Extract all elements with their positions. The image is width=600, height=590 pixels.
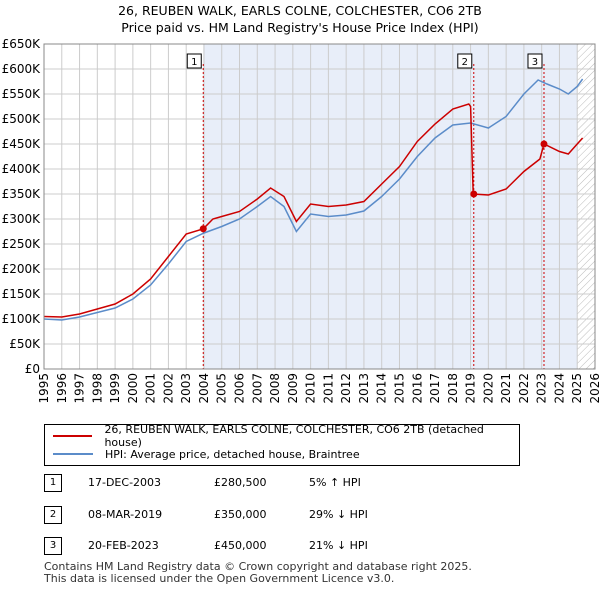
x-tick-label: 2023 [535, 373, 549, 404]
y-tick-label: £100K [2, 312, 42, 326]
legend-label-property: 26, REUBEN WALK, EARLS COLNE, COLCHESTER… [104, 423, 484, 449]
property-price-line [43, 103, 584, 318]
x-tick-label: 2009 [286, 373, 300, 404]
x-tick-label: 2015 [392, 373, 406, 404]
plot-frame [43, 43, 596, 370]
x-tick-label: 2012 [339, 373, 353, 404]
y-tick-label: £450K [2, 137, 42, 151]
y-tick-label: £150K [2, 287, 42, 301]
x-tick-label: 1999 [108, 373, 122, 404]
transaction-date: 20-FEB-2023 [88, 539, 159, 552]
sale-number-label: 3 [532, 57, 538, 68]
x-tick-label: 2008 [268, 373, 282, 404]
x-tick-label: 2016 [410, 373, 424, 404]
y-tick-label: £300K [2, 212, 42, 226]
transaction-hpi: 29% ↓ HPI [309, 508, 368, 521]
transaction-hpi: 21% ↓ HPI [309, 539, 368, 552]
x-tick-label: 2007 [250, 373, 264, 404]
x-tick-label: 2011 [321, 373, 335, 404]
x-tick-label: 1998 [90, 373, 104, 404]
chart-subtitle: Price paid vs. HM Land Registry's House … [121, 20, 479, 35]
sale-point [199, 225, 207, 233]
x-tick-label: 2022 [517, 373, 531, 404]
x-tick-label: 2017 [428, 373, 442, 404]
forecast-hatch [577, 44, 595, 369]
x-tick-label: 2026 [588, 373, 600, 404]
sale-number-label: 1 [191, 57, 197, 68]
sale-number-box [186, 53, 202, 69]
sale-number-label: 2 [462, 57, 468, 68]
x-tick-label: 2010 [304, 373, 318, 404]
x-tick-label: 2004 [197, 373, 211, 404]
y-tick-label: £650K [2, 37, 42, 51]
y-tick-label: £0 [25, 362, 40, 376]
transaction-badge: 3 [44, 537, 62, 555]
y-tick-label: £400K [2, 162, 42, 176]
transaction-price: £450,000 [214, 539, 267, 552]
x-tick-label: 2013 [357, 373, 371, 404]
x-tick-label: 2005 [215, 373, 229, 404]
y-tick-label: £550K [2, 87, 42, 101]
sale-number-box [527, 53, 543, 69]
sale-number-box [457, 53, 473, 69]
shaded-region [203, 44, 578, 369]
x-tick-label: 2025 [570, 373, 584, 404]
transaction-date: 08-MAR-2019 [88, 508, 163, 521]
x-tick-label: 2002 [161, 373, 175, 404]
y-tick-label: £600K [2, 62, 42, 76]
x-tick-label: 2024 [552, 373, 566, 404]
sale-point [540, 140, 548, 148]
footer-copyright: Contains HM Land Registry data © Crown c… [44, 560, 472, 573]
legend-swatch-blue [53, 453, 93, 455]
legend-item-hpi: HPI: Average price, detached house, Brai… [53, 446, 360, 462]
x-tick-label: 2001 [144, 373, 158, 404]
x-tick-label: 2021 [499, 373, 513, 404]
transaction-date: 17-DEC-2003 [88, 476, 162, 489]
chart-title: 26, REUBEN WALK, EARLS COLNE, COLCHESTER… [118, 3, 482, 18]
transaction-badge: 1 [44, 474, 62, 492]
y-tick-label: £350K [2, 187, 42, 201]
x-tick-label: 2019 [464, 373, 478, 404]
x-tick-label: 1997 [73, 373, 87, 404]
x-tick-label: 1996 [55, 373, 69, 404]
x-tick-label: 2003 [179, 373, 193, 404]
hpi-line [43, 78, 584, 321]
x-tick-label: 2014 [375, 373, 389, 404]
y-tick-label: £50K [9, 337, 41, 351]
x-tick-label: 2018 [446, 373, 460, 404]
x-tick-label: 1995 [37, 373, 51, 404]
legend-label-hpi: HPI: Average price, detached house, Brai… [105, 447, 360, 461]
y-tick-label: £200K [2, 262, 42, 276]
sale-point [470, 190, 478, 198]
transaction-badge: 2 [44, 506, 62, 524]
x-tick-label: 2006 [233, 373, 247, 404]
legend: 26, REUBEN WALK, EARLS COLNE, COLCHESTER… [44, 423, 520, 466]
legend-item-property: 26, REUBEN WALK, EARLS COLNE, COLCHESTER… [53, 423, 519, 449]
x-tick-label: 2020 [481, 373, 495, 404]
transaction-price: £280,500 [214, 476, 267, 489]
y-tick-label: £250K [2, 237, 42, 251]
footer-licence: This data is licensed under the Open Gov… [44, 572, 395, 585]
price-chart: £0 £50K £100K £150K £200K £250K £300K £350K £400… [2, 37, 600, 404]
transaction-hpi: 5% ↑ HPI [309, 476, 361, 489]
legend-swatch-red [53, 435, 93, 437]
y-tick-label: £500K [2, 112, 42, 126]
x-tick-label: 2000 [126, 373, 140, 404]
transaction-price: £350,000 [214, 508, 267, 521]
